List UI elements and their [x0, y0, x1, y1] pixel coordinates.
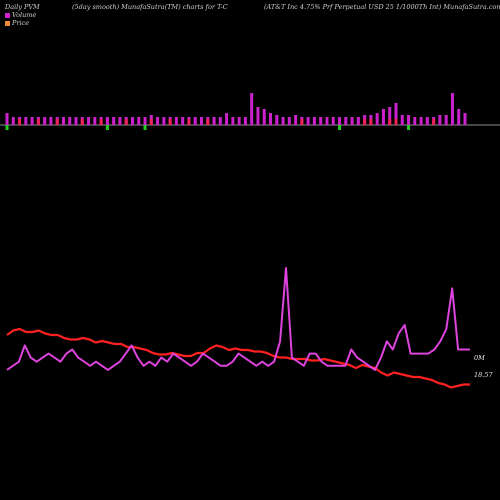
volume-bar [250, 93, 254, 125]
volume-bar [463, 113, 467, 125]
down-bar [388, 119, 392, 125]
up-bar [143, 125, 147, 130]
volume-bar [231, 117, 235, 125]
volume-bar [394, 103, 398, 125]
volume-bar [43, 117, 47, 125]
volume-bar [156, 117, 160, 125]
volume-bar [331, 117, 335, 125]
volume-bar [130, 117, 134, 125]
down-bar [432, 119, 436, 125]
volume-bar [181, 117, 185, 125]
volume-bar [312, 117, 316, 125]
volume-bar [5, 113, 9, 125]
volume-line [6, 267, 470, 371]
volume-bar [61, 117, 65, 125]
down-bar [363, 119, 367, 125]
volume-bar [193, 117, 197, 125]
volume-bar [218, 117, 222, 125]
header-instrument-name: (AT&T Inc 4.75% Prf Perpetual USD 25 1/1… [264, 3, 500, 11]
volume-bar [319, 117, 323, 125]
volume-bar [199, 117, 203, 125]
volume-bar [425, 117, 429, 125]
down-bar [99, 119, 103, 125]
volume-bar [281, 117, 285, 125]
volume-bar [112, 117, 116, 125]
volume-bars [5, 93, 467, 130]
volume-bar [105, 117, 109, 125]
volume-bar [262, 109, 266, 125]
volume-bar [256, 107, 260, 125]
legend-volume-swatch [5, 12, 10, 18]
volume-bar [419, 117, 423, 125]
volume-bar [87, 117, 91, 125]
volume-bar [413, 117, 417, 125]
price-line [6, 327, 470, 389]
header-chart-title: (5day smooth) MunafaSutra(TM) charts for… [72, 3, 228, 11]
header-left-title: Daily PVM [5, 3, 40, 11]
legend-price-swatch [5, 20, 10, 26]
down-bar [187, 119, 191, 125]
down-bar [369, 119, 373, 125]
volume-bar [438, 115, 442, 125]
price-end-label: 18.57 [474, 371, 493, 379]
up-bar [5, 125, 9, 130]
down-bar [300, 119, 304, 125]
volume-bar [74, 117, 78, 125]
volume-bar [11, 117, 15, 125]
legend-item-volume: Volume [5, 11, 36, 19]
down-bar [394, 119, 398, 125]
volume-bar [407, 115, 411, 125]
volume-bar [344, 117, 348, 125]
volume-bar [118, 117, 122, 125]
volume-bar [137, 117, 141, 125]
volume-bar [225, 113, 229, 125]
volume-bar [400, 115, 404, 125]
volume-bar [350, 117, 354, 125]
down-bar [36, 119, 40, 125]
down-bar [149, 119, 153, 125]
up-bar [407, 125, 411, 130]
volume-bar [68, 117, 72, 125]
volume-bar [237, 117, 241, 125]
volume-bar [174, 117, 178, 125]
up-bar [105, 125, 109, 130]
volume-bar [338, 117, 342, 125]
down-bar [124, 119, 128, 125]
volume-bar [375, 113, 379, 125]
volume-bar [287, 117, 291, 125]
down-bar [18, 119, 22, 125]
volume-bar [444, 115, 448, 125]
legend-price-label: Price [12, 19, 30, 27]
volume-bar [212, 117, 216, 125]
volume-bar [381, 109, 385, 125]
legend-volume-label: Volume [12, 11, 37, 19]
volume-bar [162, 117, 166, 125]
down-bar [80, 119, 84, 125]
volume-bar [275, 115, 279, 125]
volume-bar [243, 117, 247, 125]
volume-bar [450, 93, 454, 125]
volume-bar [143, 117, 147, 125]
volume-bar [356, 117, 360, 125]
volume-bar [294, 115, 298, 125]
volume-bar [30, 117, 34, 125]
legend: Volume Price [5, 11, 36, 27]
volume-bar [24, 117, 28, 125]
volume-bar [269, 113, 273, 125]
volume-bar [49, 117, 53, 125]
down-bar [55, 119, 59, 125]
down-bar [206, 119, 210, 125]
volume-end-label: 0M [474, 354, 485, 362]
volume-bar [306, 117, 310, 125]
volume-bar [325, 117, 329, 125]
down-bar [168, 119, 172, 125]
volume-bar [388, 107, 392, 125]
volume-bar [457, 109, 461, 125]
volume-bar [93, 117, 97, 125]
legend-item-price: Price [5, 19, 36, 27]
up-bar [338, 125, 342, 130]
